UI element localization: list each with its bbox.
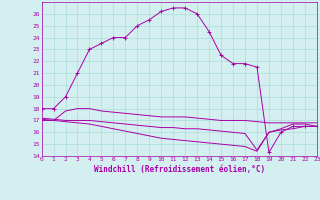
X-axis label: Windchill (Refroidissement éolien,°C): Windchill (Refroidissement éolien,°C) <box>94 165 265 174</box>
